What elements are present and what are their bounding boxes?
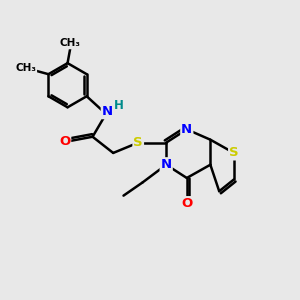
Text: O: O xyxy=(181,197,192,210)
Text: H: H xyxy=(114,99,123,112)
Text: CH₃: CH₃ xyxy=(60,38,81,48)
Text: N: N xyxy=(102,105,113,118)
Text: S: S xyxy=(134,136,143,149)
Text: CH₃: CH₃ xyxy=(15,63,36,73)
Text: N: N xyxy=(160,158,172,171)
Text: N: N xyxy=(181,123,192,136)
Text: O: O xyxy=(59,135,70,148)
Text: S: S xyxy=(229,146,239,159)
